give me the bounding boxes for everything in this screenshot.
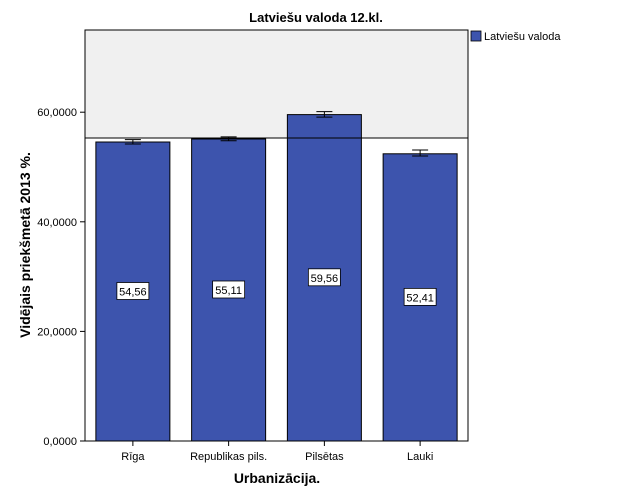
- y-tick-label-1: 0,0000: [43, 436, 77, 448]
- x-tick-label-4: Lauki: [407, 451, 433, 463]
- axis-layer: Rīga Republikas pils. Pilsētas Lauki 0,0000 2…: [37, 107, 433, 463]
- legend-swatch: [470, 30, 482, 42]
- x-tick-label-2: Republikas pils.: [190, 451, 267, 463]
- data-label-box-2: [212, 280, 246, 299]
- y-axis-label: Vidējais priekšmetā 2013 %.: [17, 152, 33, 338]
- x-axis-label: Urbanizācija.: [234, 470, 320, 486]
- plot-background-above-reference: [85, 30, 468, 138]
- x-tick-label-3: Pilsētas: [305, 451, 344, 463]
- y-tick-label-4: 60,0000: [37, 107, 77, 119]
- y-tick-label-3: 40,0000: [37, 217, 77, 229]
- y-tick-label-2: 20,0000: [37, 326, 77, 338]
- x-tick-label-1: Rīga: [121, 451, 145, 463]
- data-label-1: 54,56: [119, 287, 147, 299]
- data-label-2: 55,11: [215, 285, 242, 297]
- data-label-4: 52,41: [406, 292, 434, 304]
- legend-label: Latviešu valoda: [484, 31, 561, 43]
- data-label-3: 59,56: [311, 273, 339, 285]
- data-label-box-4: [403, 287, 437, 306]
- legend: Latviešu valoda: [470, 30, 561, 43]
- chart-title: Latviešu valoda 12.kl.: [249, 10, 383, 25]
- data-label-box-1: [116, 282, 150, 300]
- data-label-box-3: [307, 268, 341, 287]
- bars-layer: 54,56 55,11 59,56 52,41: [95, 111, 458, 442]
